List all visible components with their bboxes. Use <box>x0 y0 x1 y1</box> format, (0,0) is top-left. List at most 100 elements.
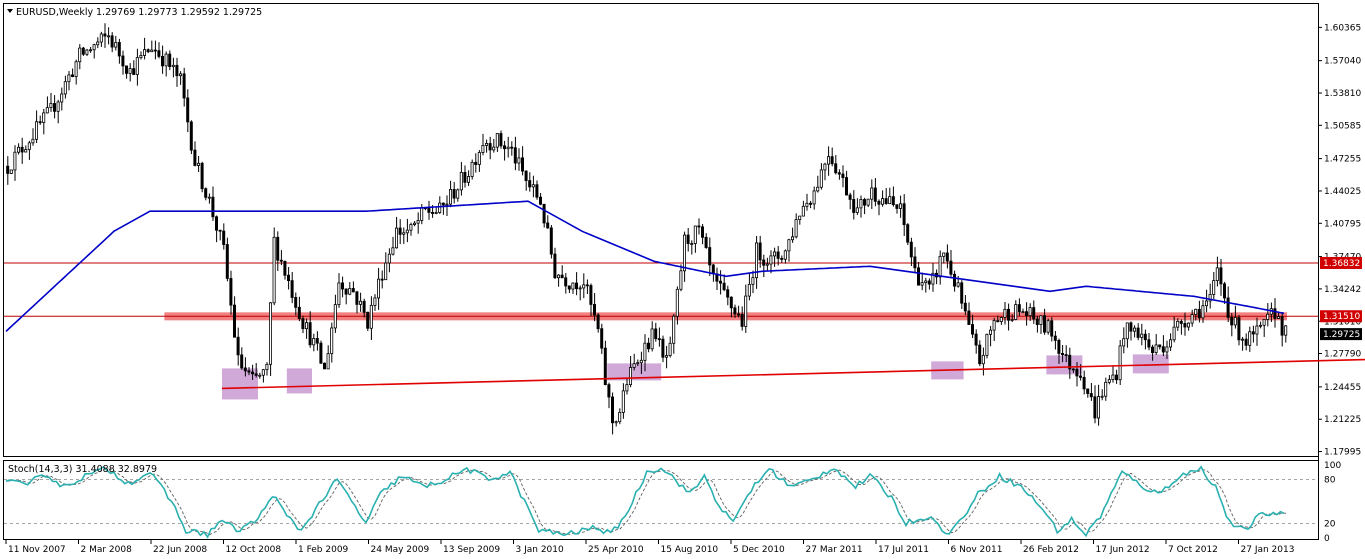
candle-down <box>240 354 244 369</box>
candle-up <box>1277 316 1281 319</box>
candle-down <box>996 320 1000 323</box>
candle-down <box>539 196 543 205</box>
candle-up <box>1233 317 1237 326</box>
candle-up <box>1014 304 1018 320</box>
candle-up <box>1205 300 1209 307</box>
candle-down <box>1226 297 1230 318</box>
candle-up <box>135 57 139 75</box>
candle-down <box>146 49 150 53</box>
candle-down <box>863 199 867 206</box>
candle-up <box>578 287 582 290</box>
price-tick-label: 1.57040 <box>1324 57 1361 67</box>
candle-down <box>182 73 186 99</box>
candle-down <box>740 313 744 327</box>
candle-up <box>798 215 802 221</box>
candle-down <box>902 203 906 226</box>
candle-up <box>1140 333 1144 338</box>
candle-down <box>654 328 658 340</box>
time-tick-label: 12 Oct 2008 <box>226 545 282 555</box>
candle-down <box>733 307 737 315</box>
price-tick-label: 1.44025 <box>1324 187 1361 197</box>
time-tick-label: 7 Oct 2012 <box>1168 545 1218 555</box>
candle-up <box>1154 344 1158 354</box>
candle-down <box>38 121 42 124</box>
candle-down <box>1197 308 1201 319</box>
time-tick-label: 24 May 2009 <box>371 545 430 555</box>
candle-down <box>427 207 431 213</box>
candle-down <box>1082 376 1086 390</box>
candle-down <box>160 55 164 67</box>
stoch-indicator-label: Stoch(14,3,3) 31.4088 32.8979 <box>8 464 157 475</box>
candle-down <box>513 147 517 164</box>
header-menu-triangle-icon[interactable] <box>7 9 13 13</box>
candle-up <box>207 196 211 199</box>
candle-down <box>978 344 982 365</box>
candle-up <box>985 333 989 356</box>
candle-down <box>81 47 85 55</box>
candle-down <box>1075 368 1079 377</box>
candle-up <box>1165 346 1169 353</box>
candle-down <box>708 247 712 266</box>
candle-down <box>909 241 913 258</box>
candle-down <box>884 198 888 204</box>
candle-down <box>1158 344 1162 348</box>
candle-up <box>582 284 586 289</box>
trendline-layer <box>221 358 1365 390</box>
candle-down <box>535 184 539 198</box>
candle-up <box>1172 326 1176 341</box>
candle-down <box>200 162 204 190</box>
candle-down <box>366 311 370 329</box>
candle-down <box>585 284 589 287</box>
candle-down <box>611 396 615 424</box>
candle-up <box>621 390 625 413</box>
candle-down <box>1136 327 1140 338</box>
candle-down <box>218 229 222 232</box>
candle-down <box>301 318 305 330</box>
candle-up <box>1215 267 1219 282</box>
candle-up <box>142 49 146 56</box>
candle-down <box>1007 308 1011 321</box>
price-tick-label: 1.50585 <box>1324 121 1361 131</box>
candle-up <box>1104 381 1108 397</box>
candle-up <box>495 133 499 148</box>
candle-up <box>1169 339 1173 348</box>
candle-down <box>232 304 236 338</box>
candle-down <box>963 302 967 312</box>
candle-down <box>848 194 852 200</box>
candle-down <box>524 170 528 182</box>
time-tick-label: 13 Sep 2009 <box>443 545 500 555</box>
candle-up <box>693 225 697 244</box>
candle-up <box>114 42 118 48</box>
candle-down <box>488 143 492 151</box>
candle-down <box>697 225 701 228</box>
candle-up <box>679 270 683 290</box>
candle-up <box>1248 331 1252 346</box>
candle-up <box>791 236 795 241</box>
candle-up <box>618 412 622 423</box>
candle-down <box>722 282 726 291</box>
candle-up <box>358 300 362 305</box>
time-tick-label: 6 Nov 2011 <box>951 545 1003 555</box>
candle-up <box>92 44 96 51</box>
candle-up <box>394 227 398 249</box>
candle-down <box>913 256 917 269</box>
candle-up <box>31 138 35 144</box>
candle-down <box>974 333 978 346</box>
candle-up <box>258 374 262 377</box>
candle-up <box>402 232 406 235</box>
candle-up <box>348 288 352 295</box>
candle-up <box>1241 338 1245 341</box>
candle-up <box>470 161 474 177</box>
candle-down <box>1064 354 1068 356</box>
candle-down <box>834 163 838 174</box>
candle-down <box>603 347 607 386</box>
candle-down <box>873 187 877 202</box>
candle-down <box>236 336 240 356</box>
candle-up <box>304 322 308 330</box>
candle-down <box>758 242 762 261</box>
candle-down <box>852 199 856 213</box>
moving-average-layer <box>5 200 1285 332</box>
candle-down <box>1147 339 1151 348</box>
candle-up <box>881 198 885 205</box>
